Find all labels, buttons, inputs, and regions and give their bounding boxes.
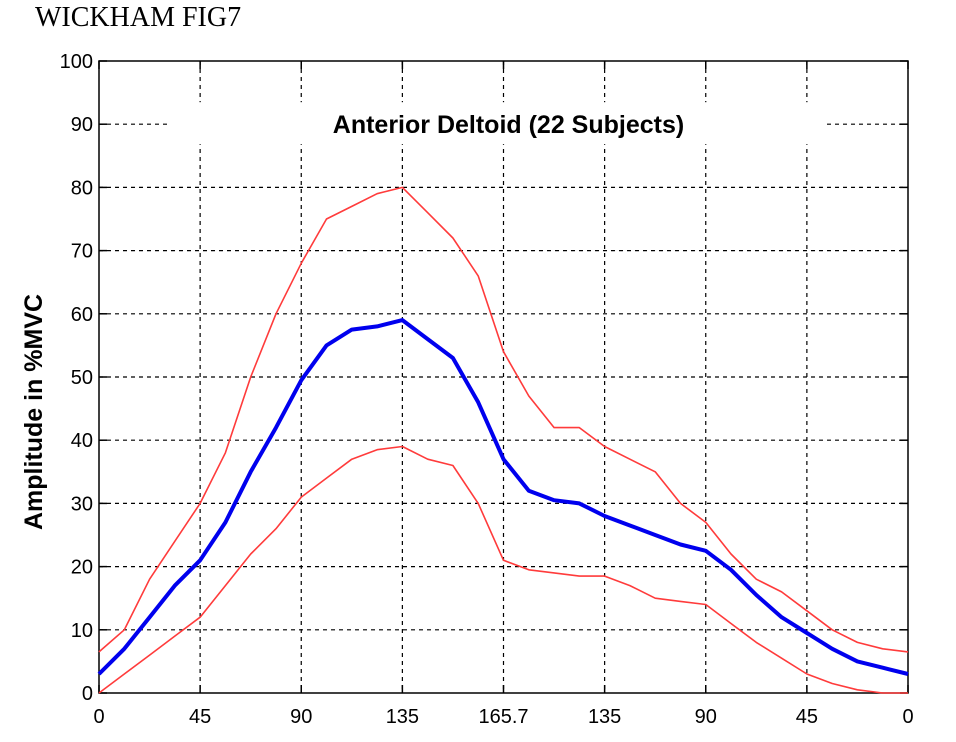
x-tick-label: 0	[93, 706, 104, 728]
x-tick-label: 135	[588, 706, 621, 728]
x-tick-label: 90	[290, 706, 312, 728]
chart-title: Anterior Deltoid (22 Subjects)	[333, 111, 684, 139]
x-tick-label: 0	[902, 706, 913, 728]
y-tick-label: 50	[71, 367, 93, 389]
y-tick-label: 60	[71, 304, 93, 326]
x-tick-label: 90	[695, 706, 717, 728]
x-tick-label: 45	[189, 706, 211, 728]
y-axis-label: Amplitude in %MVC	[20, 294, 48, 530]
y-tick-label: 100	[60, 51, 93, 73]
y-tick-label: 80	[71, 177, 93, 199]
series-line-lower	[98, 445, 908, 694]
y-tick-label: 10	[71, 620, 93, 642]
y-tick-label: 90	[71, 114, 93, 136]
y-tick-label: 40	[71, 430, 93, 452]
y-tick-label: 30	[71, 493, 93, 515]
title-background	[170, 102, 825, 145]
y-tick-label: 70	[71, 241, 93, 263]
series-line-mean	[97, 318, 909, 676]
x-tick-label: 135	[386, 706, 419, 728]
series-line-upper	[98, 186, 909, 653]
x-tick-label: 45	[796, 706, 818, 728]
y-tick-label: 0	[82, 683, 93, 705]
y-tick-label: 20	[71, 557, 93, 579]
x-tick-label: 165.7	[478, 706, 528, 728]
figure-label: WICKHAM FIG7	[35, 2, 242, 33]
